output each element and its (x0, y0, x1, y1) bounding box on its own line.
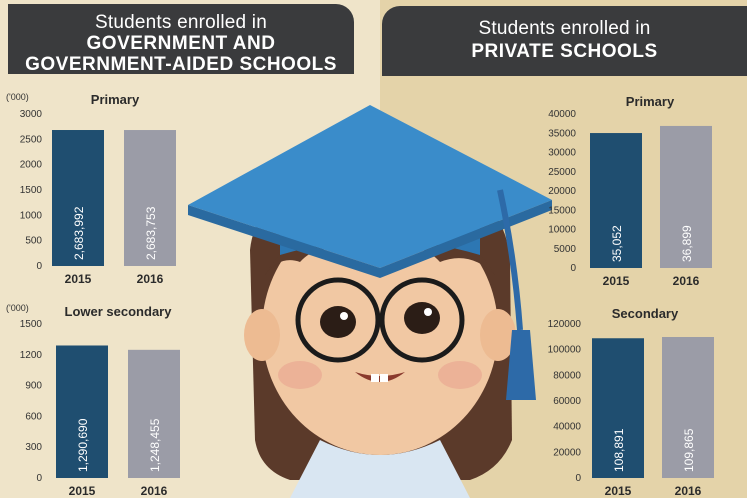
bar-value-label: 1,290,690 (76, 418, 90, 472)
y-tick-label: 20000 (553, 447, 581, 458)
y-tick-label: 80000 (553, 370, 581, 381)
header-government-schools: Students enrolled in GOVERNMENT AND GOVE… (8, 4, 354, 75)
bar-2015 (52, 130, 104, 266)
tooth-left (371, 374, 379, 382)
y-tick-label: 1500 (20, 319, 43, 330)
chart-title: Primary (91, 92, 140, 107)
bar-2016 (660, 125, 712, 269)
bar-value-label: 1,248,455 (148, 418, 162, 472)
y-tick-label: 0 (36, 261, 42, 272)
face-shape (262, 205, 498, 455)
bar-value-label: 35,052 (610, 225, 624, 262)
y-tick-label: 35000 (548, 128, 576, 139)
y-tick-label: 2000 (20, 160, 43, 171)
chart-title: Lower secondary (65, 304, 173, 319)
chart-title: Secondary (612, 306, 679, 321)
y-tick-label: 500 (25, 236, 42, 247)
y-tick-label: 40000 (548, 109, 576, 120)
header-right-line2: PRIVATE SCHOOLS (471, 41, 658, 62)
right-eye (404, 302, 440, 334)
y-tick-label: 25000 (548, 167, 576, 178)
unit-label: ('000) (6, 92, 29, 102)
y-tick-label: 300 (25, 442, 42, 453)
cap-board (188, 105, 552, 268)
bar-value-label: 108,891 (612, 428, 626, 472)
y-tick-label: 40000 (553, 422, 581, 433)
y-tick-label: 0 (575, 473, 581, 484)
y-tick-label: 600 (25, 411, 42, 422)
chart-2: Lower secondary ('000) 0 300 600 900 1200 1500 1… (6, 303, 180, 498)
tassel-cord (497, 189, 523, 331)
header-right-line1: Students enrolled in (478, 18, 651, 39)
header-left-line2: GOVERNMENT AND (86, 33, 276, 54)
left-ear (244, 309, 280, 361)
left-eye-glint (340, 312, 348, 320)
bar-value-label: 2,683,753 (144, 206, 158, 260)
graduate-girl-illustration (188, 105, 552, 498)
bar-value-label: 2,683,992 (72, 206, 86, 260)
bar-2015 (590, 133, 642, 268)
y-tick-label: 30000 (548, 148, 576, 159)
chart-3: Primary 0 5000 10000 15000 20000 25000 30000 350… (548, 94, 712, 288)
bar-value-label: 109,865 (682, 428, 696, 472)
header-private-schools: Students enrolled in PRIVATE SCHOOLS (382, 6, 747, 76)
x-category-label: 2016 (675, 484, 702, 498)
y-tick-label: 120000 (548, 319, 582, 330)
x-category-label: 2016 (137, 272, 164, 286)
right-ear (480, 309, 516, 361)
x-category-label: 2015 (69, 484, 96, 498)
y-tick-label: 0 (36, 473, 42, 484)
x-category-label: 2016 (141, 484, 168, 498)
x-category-label: 2015 (65, 272, 92, 286)
bar-2016 (124, 130, 176, 266)
bar-2015 (56, 345, 108, 478)
y-tick-label: 15000 (548, 205, 576, 216)
y-tick-label: 0 (570, 263, 576, 274)
collar-shape (290, 440, 470, 498)
x-category-label: 2015 (603, 274, 630, 288)
y-tick-label: 1500 (20, 185, 43, 196)
x-category-label: 2015 (605, 484, 632, 498)
x-category-label: 2016 (673, 274, 700, 288)
left-eye (320, 306, 356, 338)
y-tick-label: 60000 (553, 396, 581, 407)
header-left-line1: Students enrolled in (95, 12, 267, 33)
chart-title: Primary (626, 94, 675, 109)
header-left-line3: GOVERNMENT-AIDED SCHOOLS (25, 54, 337, 75)
right-eye-glint (424, 308, 432, 316)
tooth-right (380, 374, 388, 382)
left-cheek (278, 361, 322, 389)
y-tick-label: 20000 (548, 186, 576, 197)
y-tick-label: 1200 (20, 350, 43, 361)
y-tick-label: 2500 (20, 134, 43, 145)
bar-2016 (662, 337, 714, 478)
y-tick-label: 1000 (20, 210, 43, 221)
bar-2015 (592, 338, 644, 478)
y-tick-label: 3000 (20, 109, 43, 120)
chart-1: Primary ('000) 0 500 1000 1500 2000 2500 3000 2,6… (6, 92, 176, 286)
bar-2016 (128, 349, 180, 478)
unit-label: ('000) (6, 303, 29, 313)
y-tick-label: 900 (25, 381, 42, 392)
tassel-end (506, 330, 536, 400)
bar-value-label: 36,899 (680, 225, 694, 262)
chart-4: Secondary 0 20000 40000 60000 80000 100000 1200… (548, 306, 714, 498)
y-tick-label: 100000 (548, 345, 582, 356)
y-tick-label: 5000 (554, 244, 577, 255)
y-tick-label: 10000 (548, 225, 576, 236)
right-cheek (438, 361, 482, 389)
